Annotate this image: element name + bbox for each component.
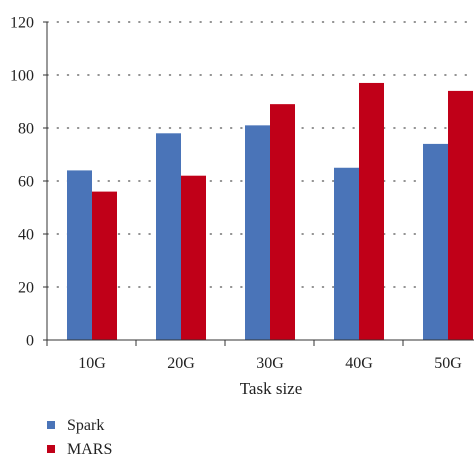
bar-mars-40g xyxy=(359,82,384,340)
bar-spark-40g xyxy=(334,167,359,340)
y-tick-label: 80 xyxy=(18,121,34,138)
y-tick-label: 40 xyxy=(18,227,34,244)
y-tick-label: 60 xyxy=(18,174,34,191)
bar-spark-30g xyxy=(245,125,270,340)
x-tick-label: 30G xyxy=(256,355,284,372)
legend-swatch-spark xyxy=(47,421,55,429)
y-ticks: 0 20 40 60 80 100 120 xyxy=(10,15,47,350)
x-tick-label: 20G xyxy=(167,355,195,372)
bar-spark-20g xyxy=(156,133,181,340)
legend: Spark MARS xyxy=(47,417,112,458)
y-tick-label: 120 xyxy=(10,15,34,32)
bar-spark-50g xyxy=(423,143,448,340)
y-tick-label: 100 xyxy=(10,68,34,85)
x-tick-label: 10G xyxy=(78,355,106,372)
legend-label-spark: Spark xyxy=(67,417,104,434)
bar-mars-30g xyxy=(270,104,295,341)
bar-spark-10g xyxy=(67,170,92,340)
bar-mars-10g xyxy=(92,191,117,340)
bars xyxy=(67,82,473,341)
legend-swatch-mars xyxy=(47,445,55,453)
bar-mars-50g xyxy=(448,90,473,341)
legend-label-mars: MARS xyxy=(67,441,112,458)
y-tick-label: 0 xyxy=(26,333,34,350)
x-tick-label: 40G xyxy=(345,355,373,372)
grid-lines xyxy=(46,21,474,288)
x-ticks: 10G 20G 30G 40G 50G xyxy=(46,340,462,372)
x-tick-label: 50G xyxy=(434,355,462,372)
bar-mars-20g xyxy=(181,175,206,340)
x-axis-label: Task size xyxy=(240,379,303,398)
y-tick-label: 20 xyxy=(18,280,34,297)
